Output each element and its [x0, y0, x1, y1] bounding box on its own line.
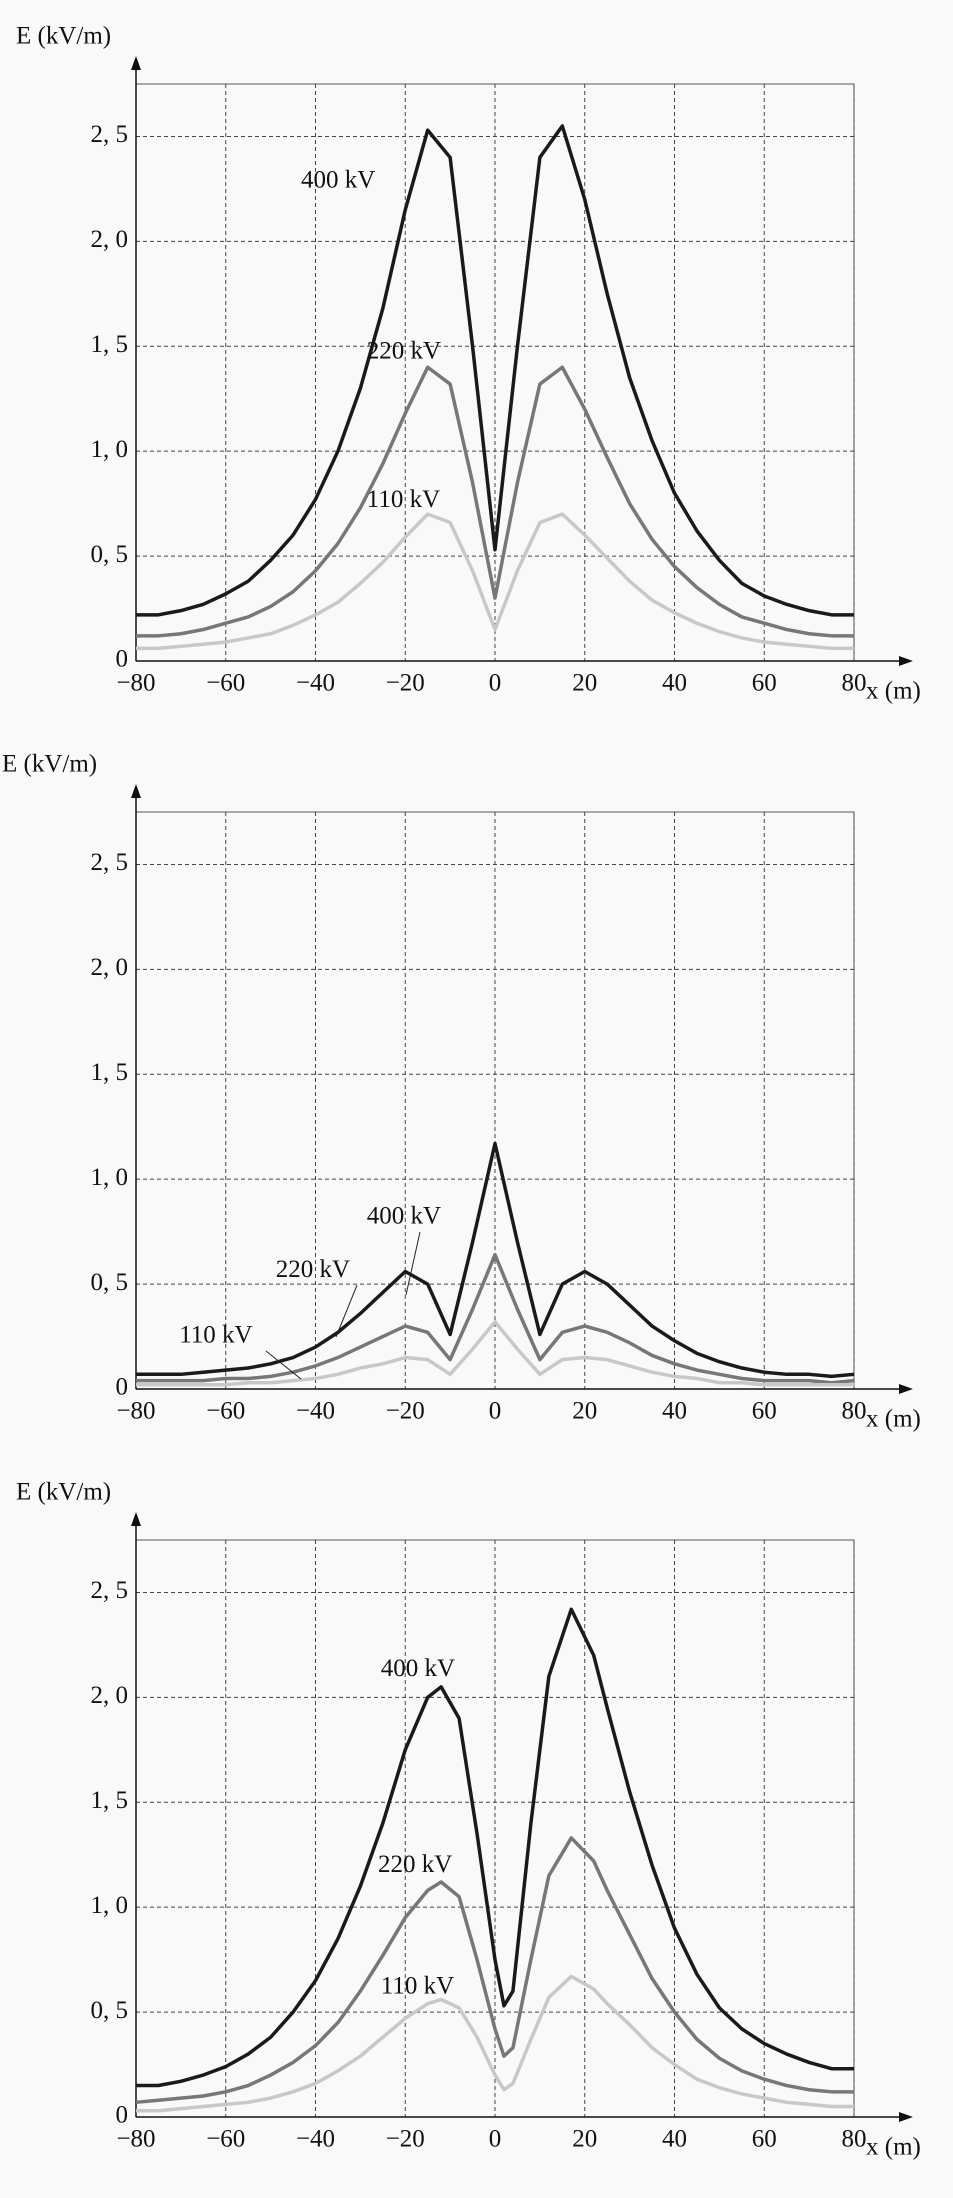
y-axis-title: E (kV/m): [16, 23, 111, 50]
y-tick-label: 1, 5: [91, 1059, 129, 1086]
series-label: 220 kV: [367, 338, 441, 365]
y-tick-label: 1, 0: [91, 1892, 129, 1919]
series-line: [136, 1320, 854, 1387]
x-tick-label: −40: [296, 2126, 335, 2153]
x-axis-arrow: [899, 2112, 913, 2122]
series-label: 220 kV: [276, 1256, 350, 1283]
x-axis-title: x (m): [866, 678, 921, 705]
x-axis-arrow: [899, 1384, 913, 1394]
x-tick-label: −80: [116, 1398, 155, 1425]
series-label: 400 kV: [381, 1655, 455, 1682]
series-line: [136, 1607, 854, 2088]
y-axis-title: E (kV/m): [16, 1479, 111, 1506]
series-line: [135, 1836, 854, 2105]
y-tick-label: 2, 0: [91, 226, 129, 253]
x-tick-label: 0: [489, 670, 502, 697]
x-axis-title: x (m): [866, 2134, 921, 2161]
series-line: [136, 365, 854, 638]
x-tick-label: 60: [752, 670, 777, 697]
x-tick-label: 60: [752, 2126, 777, 2153]
x-tick-label: 40: [662, 2126, 687, 2153]
x-tick-label: 80: [842, 670, 867, 697]
y-tick-label: 0, 5: [91, 1269, 129, 1296]
chart-panel: 0 0, 5 1, 0 1, 5 2, 0 2, 5 −80 −60 −40 −20 0 20 40 60…: [2, 751, 921, 1433]
x-tick-label: −40: [296, 1398, 335, 1425]
x-tick-label: −40: [296, 670, 335, 697]
y-axis-arrow: [131, 784, 141, 798]
y-tick-label: 2, 5: [91, 849, 129, 876]
series-label: 110 kV: [367, 486, 440, 513]
label-leader: [265, 1350, 302, 1380]
x-tick-label: −20: [386, 2126, 425, 2153]
label-leader: [405, 1231, 421, 1296]
x-tick-label: −60: [206, 670, 245, 697]
x-tick-label: −20: [386, 1398, 425, 1425]
series-line: [136, 1974, 854, 2113]
y-tick-label: 0: [116, 1374, 129, 1401]
y-tick-label: 1, 0: [91, 1164, 129, 1191]
y-tick-label: 2, 0: [91, 954, 129, 981]
y-tick-label: 0, 5: [91, 541, 129, 568]
x-tick-label: −80: [116, 2126, 155, 2153]
y-tick-label: 2, 0: [91, 1682, 129, 1709]
x-axis-title: x (m): [866, 1406, 921, 1433]
x-tick-label: 20: [572, 670, 597, 697]
series-label: 400 kV: [301, 167, 375, 194]
y-tick-label: 0: [116, 646, 129, 673]
x-tick-label: 80: [842, 2126, 867, 2153]
x-tick-label: 40: [662, 1398, 687, 1425]
series-label: 220 kV: [378, 1851, 452, 1878]
x-tick-label: 0: [489, 1398, 502, 1425]
x-tick-label: 0: [489, 2126, 502, 2153]
series-line: [136, 1141, 855, 1379]
series-label: 400 kV: [367, 1203, 441, 1230]
y-axis-arrow: [131, 1512, 141, 1526]
chart-panel: 0 0, 5 1, 0 1, 5 2, 0 2, 5 −80 −60 −40 −20 0 20 40 60…: [16, 1479, 921, 2161]
x-tick-label: −60: [206, 2126, 245, 2153]
series-label: 110 kV: [179, 1322, 252, 1349]
y-axis-arrow: [131, 56, 141, 70]
series-line: [136, 1252, 855, 1385]
x-tick-label: −80: [116, 670, 155, 697]
x-tick-label: 40: [662, 670, 687, 697]
chart-panel: 0 0, 5 1, 0 1, 5 2, 0 2, 5 −80 −60 −40 −20 0 20 40 60…: [16, 23, 921, 705]
y-tick-label: 0, 5: [91, 1997, 129, 2024]
x-tick-label: 20: [572, 2126, 597, 2153]
label-leader: [335, 1285, 358, 1338]
y-tick-label: 0: [116, 2102, 129, 2129]
series-line: [136, 512, 854, 651]
x-tick-label: 80: [842, 1398, 867, 1425]
x-tick-label: −20: [386, 670, 425, 697]
x-axis-arrow: [899, 656, 913, 666]
y-tick-label: 2, 5: [91, 121, 129, 148]
y-tick-label: 1, 0: [91, 436, 129, 463]
y-axis-title: E (kV/m): [2, 751, 97, 778]
y-tick-label: 1, 5: [91, 1787, 129, 1814]
series-line: [136, 124, 854, 617]
x-tick-label: −60: [206, 1398, 245, 1425]
x-tick-label: 20: [572, 1398, 597, 1425]
x-tick-label: 60: [752, 1398, 777, 1425]
series-label: 110 kV: [381, 1973, 454, 2000]
y-tick-label: 1, 5: [91, 331, 129, 358]
y-tick-label: 2, 5: [91, 1577, 129, 1604]
